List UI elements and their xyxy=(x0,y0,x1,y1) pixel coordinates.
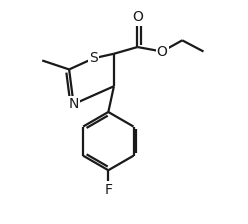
Text: N: N xyxy=(68,97,79,111)
Text: S: S xyxy=(89,51,98,65)
Text: O: O xyxy=(132,11,143,24)
Text: O: O xyxy=(157,45,167,58)
Text: F: F xyxy=(104,183,112,197)
